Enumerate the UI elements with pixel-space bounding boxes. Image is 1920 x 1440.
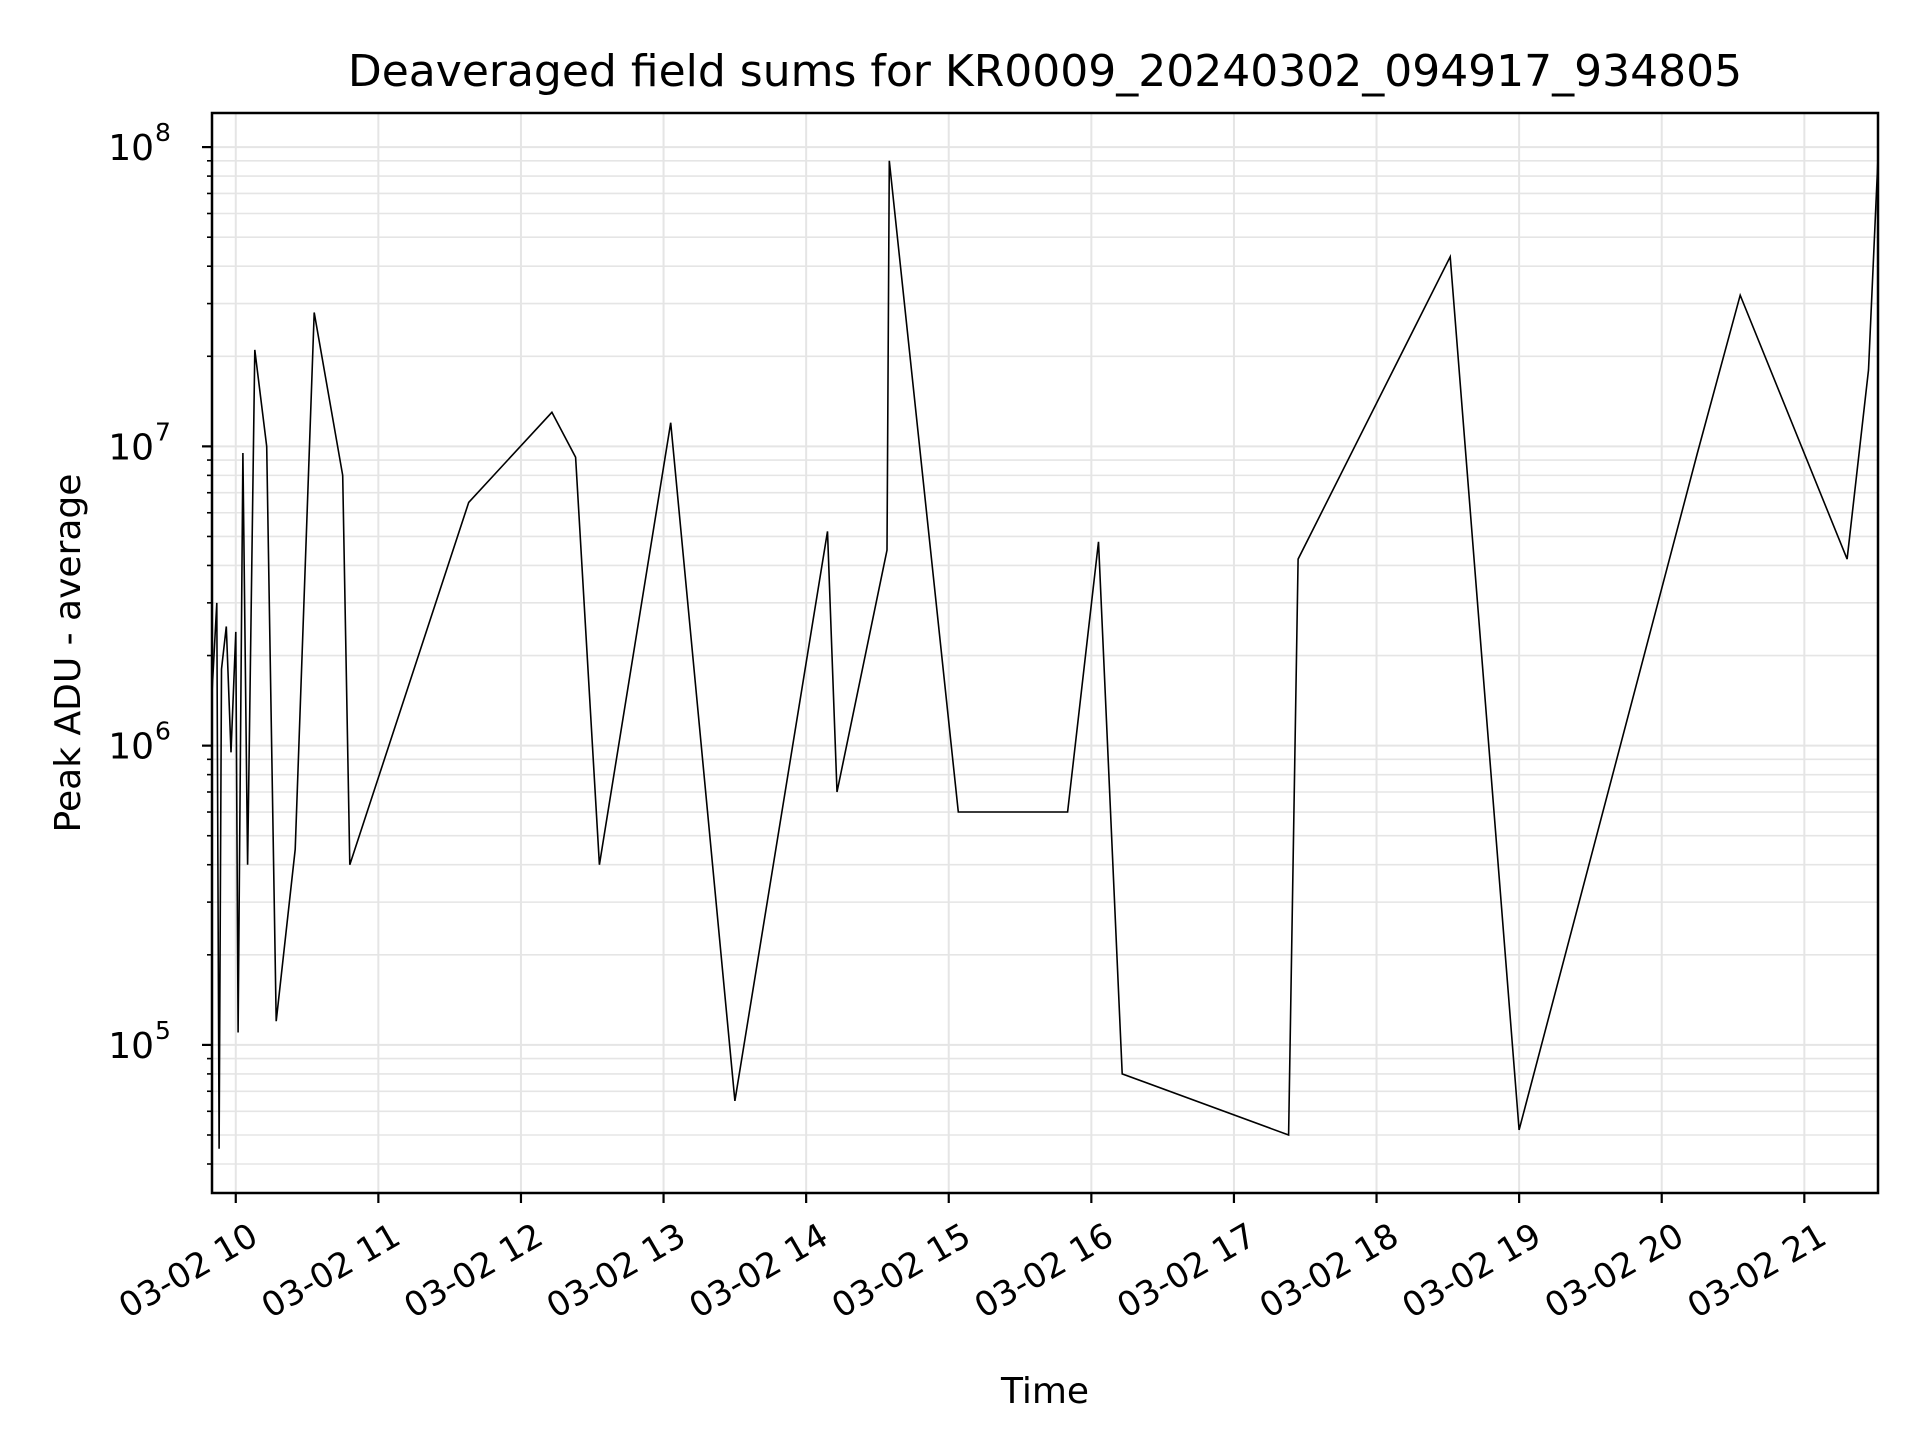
y-tick-label-exponent: 7 xyxy=(155,417,171,446)
y-tick-label: 10 xyxy=(108,427,154,468)
y-axis-label: Peak ADU - average xyxy=(48,474,89,833)
grid xyxy=(212,113,1878,1193)
y-tick-label: 10 xyxy=(108,727,154,768)
series-line xyxy=(211,157,1879,1149)
plot-frame xyxy=(210,111,1880,1195)
y-tick-label-exponent: 5 xyxy=(155,1016,171,1045)
y-tick-label: 10 xyxy=(108,128,154,169)
data-series xyxy=(211,157,1879,1149)
x-axis-label: Time xyxy=(1000,1371,1089,1412)
chart-title: Deaveraged field sums for KR0009_2024030… xyxy=(348,46,1742,97)
y-tick-label-exponent: 8 xyxy=(155,118,171,147)
y-tick-label: 10 xyxy=(108,1026,154,1067)
y-tick-label-exponent: 6 xyxy=(155,717,171,746)
